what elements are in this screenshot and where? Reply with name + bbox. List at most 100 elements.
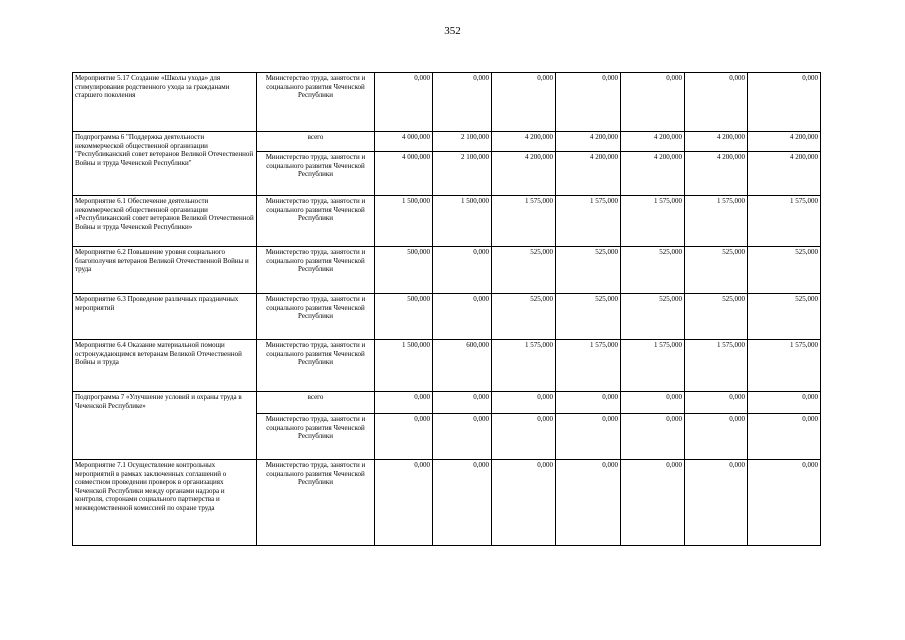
amount: 4 200,000: [747, 151, 821, 196]
amount: 0,000: [684, 391, 748, 414]
amount: 525,000: [491, 246, 556, 294]
amount: 1 575,000: [620, 195, 685, 247]
amount: 0,000: [684, 459, 748, 546]
amount: 4 200,000: [491, 131, 556, 152]
amount: 2 100,000: [432, 151, 492, 196]
executor: Министерство труда, занятости и социальн…: [256, 151, 375, 196]
amount: 0,000: [620, 459, 685, 546]
amount: 4 200,000: [491, 151, 556, 196]
table-row: Мероприятие 6.3 Проведение различных пра…: [72, 293, 821, 340]
amount: 0,000: [432, 459, 492, 546]
amount: 0,000: [432, 72, 492, 132]
amount: 4 200,000: [684, 151, 748, 196]
amount: 0,000: [374, 413, 433, 460]
amount: 4 200,000: [620, 131, 685, 152]
amount: 0,000: [432, 391, 492, 414]
amount: 525,000: [620, 246, 685, 294]
amount: 0,000: [374, 459, 433, 546]
amount: 4 000,000: [374, 151, 433, 196]
amount: 0,000: [491, 391, 556, 414]
executor: Министерство труда, занятости и социальн…: [256, 339, 375, 392]
table-row: Мероприятие 5.17 Создание «Школы ухода» …: [72, 72, 821, 132]
amount: 0,000: [620, 413, 685, 460]
activity-name: Мероприятие 7.1 Осуществление контрольны…: [72, 459, 257, 546]
budget-table: Мероприятие 5.17 Создание «Школы ухода» …: [72, 72, 821, 546]
activity-name: Мероприятие 5.17 Создание «Школы ухода» …: [72, 72, 257, 132]
amount: 0,000: [491, 459, 556, 546]
activity-name: Мероприятие 6.4 Оказание материальной по…: [72, 339, 257, 392]
amount: 525,000: [555, 246, 621, 294]
amount: 1 500,000: [432, 195, 492, 247]
amount: 525,000: [747, 293, 821, 340]
amount: 525,000: [684, 293, 748, 340]
amount: 4 200,000: [620, 151, 685, 196]
amount: 0,000: [555, 391, 621, 414]
amount: 0,000: [374, 391, 433, 414]
amount: 0,000: [620, 72, 685, 132]
amount: 0,000: [555, 459, 621, 546]
amount: 1 575,000: [555, 195, 621, 247]
executor: Министерство труда, занятости и социальн…: [256, 246, 375, 294]
table-row: Мероприятие 6.4 Оказание материальной по…: [72, 339, 821, 392]
page-number: 352: [444, 25, 461, 37]
amount: 500,000: [374, 246, 433, 294]
amount: 0,000: [555, 413, 621, 460]
table-row: Подпрограмма 7 «Улучшение условий и охра…: [72, 391, 821, 460]
amount: 0,000: [555, 72, 621, 132]
amount: 0,000: [432, 413, 492, 460]
executor: всего: [256, 391, 375, 414]
table-row: Министерство труда, занятости и социальн…: [73, 151, 821, 196]
amount: 0,000: [684, 413, 748, 460]
amount: 1 500,000: [374, 195, 433, 247]
table-row: Мероприятие 7.1 Осуществление контрольны…: [72, 459, 821, 546]
amount: 1 575,000: [747, 339, 821, 392]
executor: Министерство труда, занятости и социальн…: [256, 293, 375, 340]
executor: Министерство труда, занятости и социальн…: [256, 72, 375, 132]
table-row: Мероприятие 6.1 Обеспечение деятельности…: [72, 195, 821, 247]
amount: 0,000: [432, 293, 492, 340]
activity-name: Мероприятие 6.2 Повышение уровня социаль…: [72, 246, 257, 294]
amount: 1 500,000: [374, 339, 433, 392]
amount: 1 575,000: [620, 339, 685, 392]
amount: 0,000: [432, 246, 492, 294]
amount: 4 000,000: [374, 131, 433, 152]
amount: 0,000: [747, 459, 821, 546]
table-row: Подпрограмма 6 "Поддержка деятельности н…: [72, 131, 821, 196]
amount: 4 200,000: [555, 151, 621, 196]
amount: 0,000: [620, 391, 685, 414]
table-row: Мероприятие 6.2 Повышение уровня социаль…: [72, 246, 821, 294]
activity-name: Мероприятие 6.3 Проведение различных пра…: [72, 293, 257, 340]
amount: 1 575,000: [491, 195, 556, 247]
executor: Министерство труда, занятости и социальн…: [256, 413, 375, 460]
amount: 1 575,000: [555, 339, 621, 392]
amount: 525,000: [620, 293, 685, 340]
amount: 525,000: [747, 246, 821, 294]
amount: 600,000: [432, 339, 492, 392]
activity-name: Мероприятие 6.1 Обеспечение деятельности…: [72, 195, 257, 247]
activity-name: Подпрограмма 7 «Улучшение условий и охра…: [72, 391, 257, 460]
executor: Министерство труда, занятости и социальн…: [256, 195, 375, 247]
amount: 525,000: [684, 246, 748, 294]
amount: 1 575,000: [684, 195, 748, 247]
amount: 4 200,000: [555, 131, 621, 152]
executor: всего: [256, 131, 375, 152]
amount: 0,000: [747, 72, 821, 132]
amount: 4 200,000: [747, 131, 821, 152]
amount: 500,000: [374, 293, 433, 340]
activity-name: Подпрограмма 6 "Поддержка деятельности н…: [72, 131, 257, 196]
amount: 0,000: [374, 72, 433, 132]
amount: 0,000: [491, 413, 556, 460]
amount: 1 575,000: [747, 195, 821, 247]
amount: 0,000: [684, 72, 748, 132]
amount: 1 575,000: [684, 339, 748, 392]
amount: 2 100,000: [432, 131, 492, 152]
amount: 1 575,000: [491, 339, 556, 392]
executor: Министерство труда, занятости и социальн…: [256, 459, 375, 546]
amount: 0,000: [747, 391, 821, 414]
amount: 0,000: [491, 72, 556, 132]
amount: 525,000: [555, 293, 621, 340]
amount: 4 200,000: [684, 131, 748, 152]
amount: 525,000: [491, 293, 556, 340]
amount: 0,000: [747, 413, 821, 460]
